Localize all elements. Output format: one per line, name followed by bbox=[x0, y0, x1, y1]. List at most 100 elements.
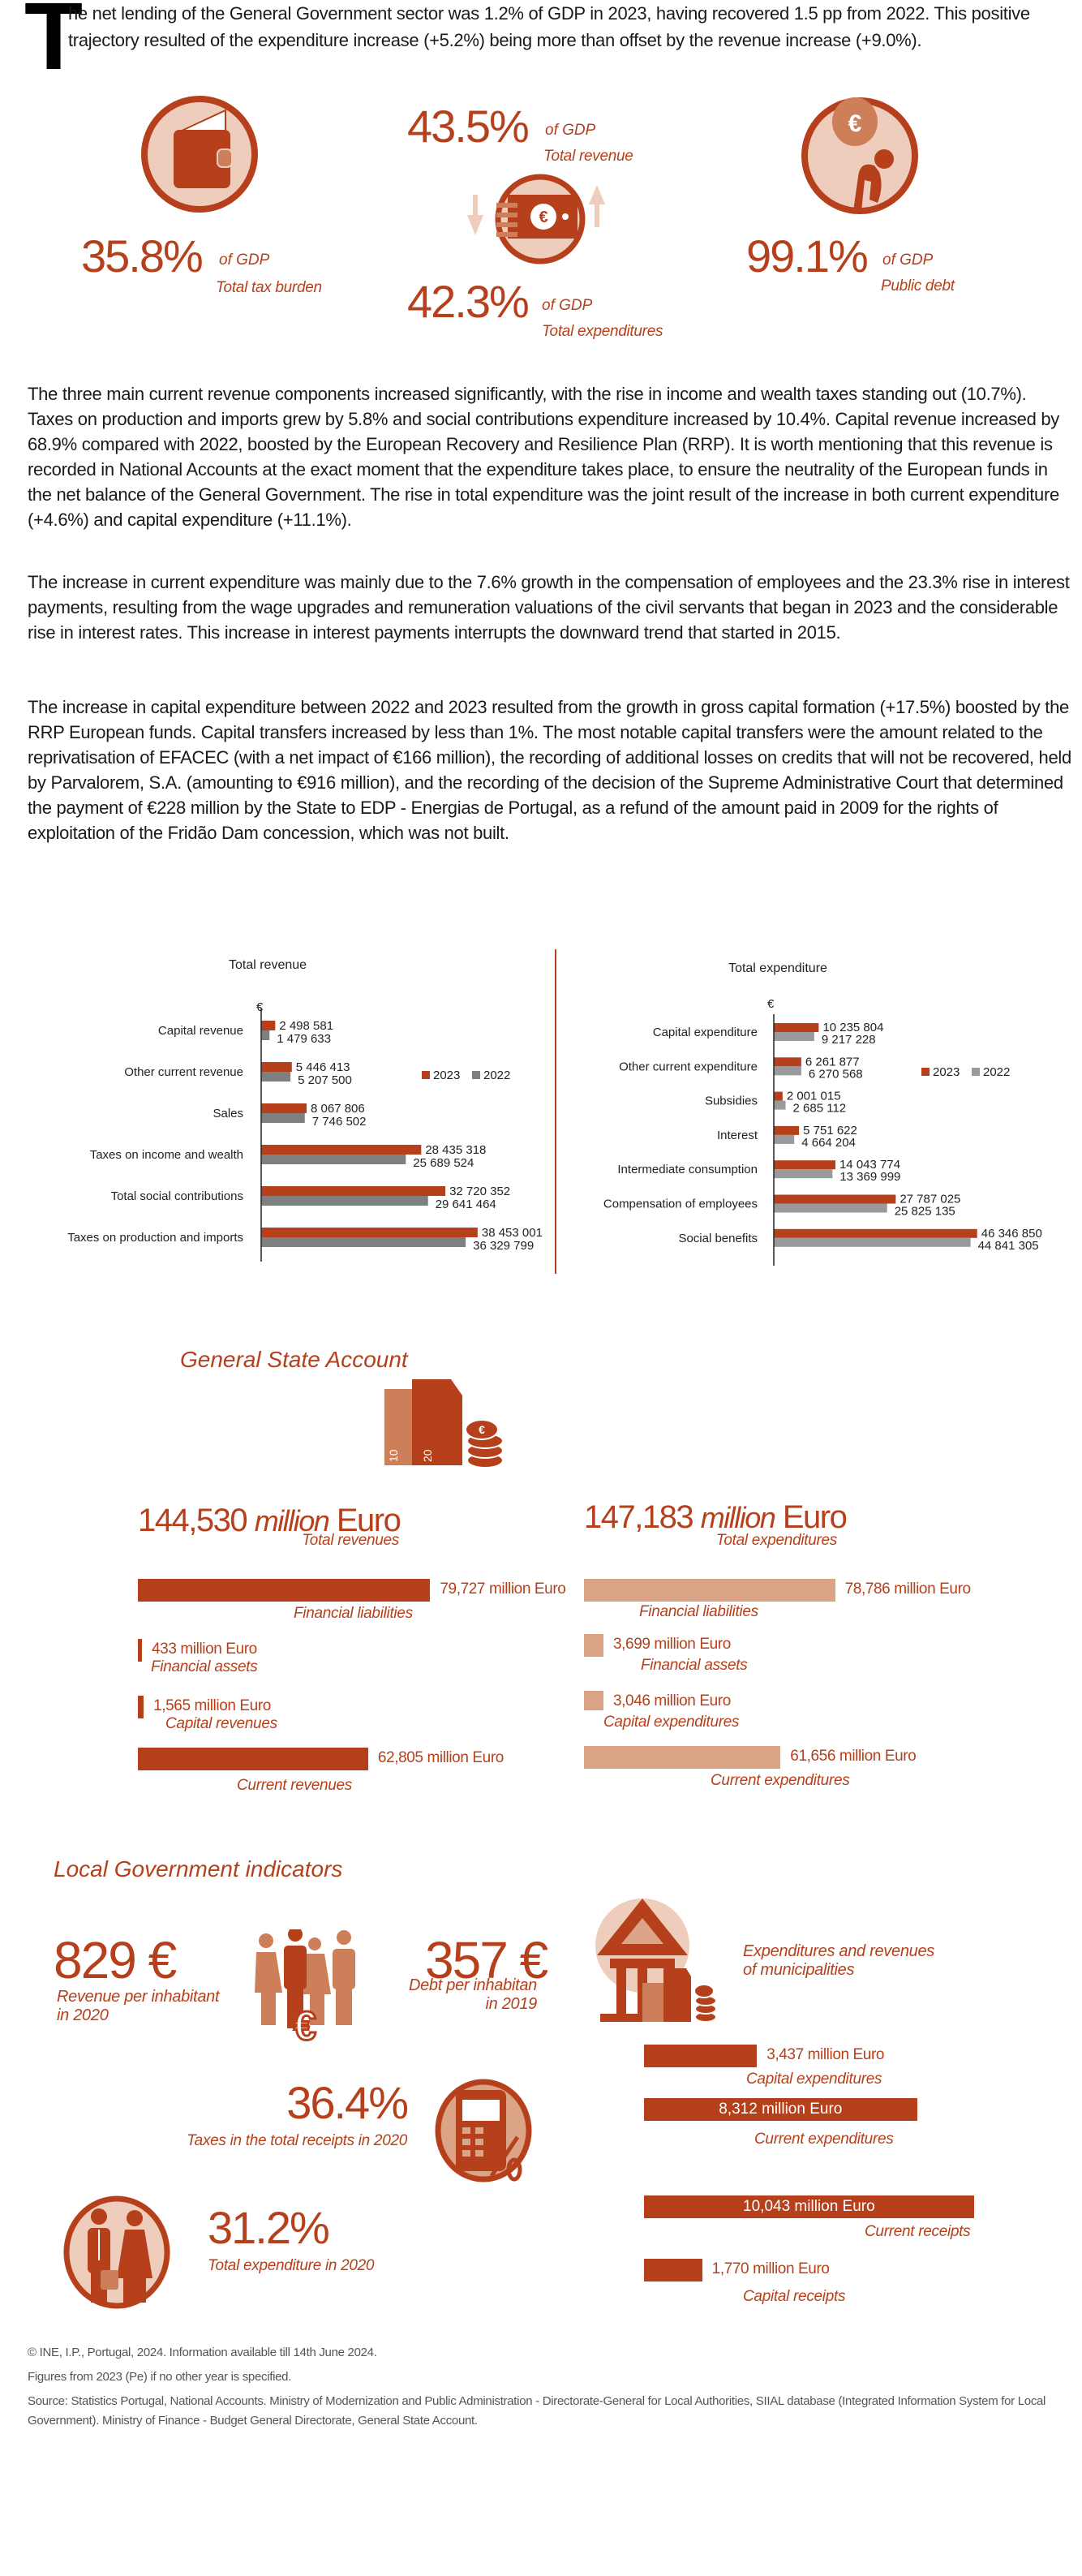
bar-2022 bbox=[774, 1032, 814, 1041]
bar-label: Capital expenditures bbox=[603, 1714, 740, 1731]
municipality-building-icon bbox=[595, 1899, 717, 2023]
total-revenues-value: 144,530 million Euro bbox=[138, 1503, 401, 1539]
bar-label: Financial liabilities bbox=[639, 1603, 758, 1620]
unit-label: € bbox=[256, 1000, 264, 1014]
svg-text:20: 20 bbox=[421, 1449, 434, 1462]
value-label-2023: 2 498 581 bbox=[279, 1019, 333, 1033]
bar-capital-revenues bbox=[138, 1696, 144, 1718]
bar-2023 bbox=[261, 1062, 292, 1072]
bar-capital-expenditures bbox=[644, 2045, 758, 2067]
total-expenditures-label: Total expenditures bbox=[715, 1532, 837, 1549]
bar-value: 433 million Euro bbox=[152, 1641, 257, 1658]
category-label: Other current revenue bbox=[124, 1065, 243, 1079]
bar-label: Capital receipts bbox=[743, 2288, 846, 2305]
bar-current-revenues bbox=[138, 1748, 368, 1770]
value-label-2023: 5 751 622 bbox=[803, 1124, 857, 1137]
category-label: Intermediate consumption bbox=[617, 1163, 758, 1176]
category-label: Capital revenue bbox=[158, 1024, 243, 1038]
legend-label-2022: 2022 bbox=[983, 1065, 1010, 1079]
revenue-unit: of GDP bbox=[545, 122, 596, 139]
total-expenditure-chart: Total expenditure € Capital expenditure 10 … bbox=[603, 961, 1042, 1266]
bar-financial-assets bbox=[138, 1639, 142, 1662]
category-label: Compensation of employees bbox=[603, 1198, 758, 1211]
total-revenues-million: million bbox=[254, 1504, 330, 1537]
expenditure-label: Total expenditures bbox=[542, 323, 663, 340]
bar-capital-receipts bbox=[644, 2259, 702, 2281]
bar-2022 bbox=[774, 1066, 801, 1076]
total-expenditures-million: million bbox=[700, 1501, 776, 1534]
bar-2023 bbox=[261, 1186, 446, 1196]
value-label-2023: 5 446 413 bbox=[296, 1060, 350, 1074]
footer-note: Figures from 2023 (Pe) if no other year … bbox=[28, 2370, 292, 2384]
debt-unit: of GDP bbox=[882, 252, 934, 269]
debt-per-inhabitant-value: 357 € bbox=[425, 1931, 548, 1989]
state-account-title: General State Account bbox=[180, 1347, 408, 1372]
value-label-2022: 36 329 799 bbox=[473, 1239, 534, 1253]
category-label: Social benefits bbox=[678, 1232, 758, 1245]
bar-capital-expenditures bbox=[584, 1691, 603, 1710]
debt-value: 99.1% bbox=[746, 230, 869, 282]
bar-value: 8,312 million Euro bbox=[719, 2101, 843, 2118]
bar-2022 bbox=[261, 1237, 466, 1247]
municipalities-title: Expenditures and revenues of municipalit… bbox=[743, 1942, 934, 1980]
bar-label: Current receipts bbox=[865, 2223, 971, 2240]
category-label: Capital expenditure bbox=[653, 1026, 758, 1039]
category-label: Subsidies bbox=[705, 1094, 758, 1108]
category-label: Interest bbox=[717, 1129, 758, 1142]
total-revenue-chart: Total revenue € Capital revenue 2 498 5811 … bbox=[67, 958, 543, 1262]
footer-copyright: © INE, I.P., Portugal, 2024. Information… bbox=[28, 2346, 377, 2359]
revenue-value: 43.5% bbox=[407, 101, 530, 152]
bar-value: 79,727 million Euro bbox=[440, 1580, 566, 1598]
debt-label: Public debt bbox=[881, 277, 955, 295]
value-label-2023: 38 453 001 bbox=[482, 1226, 543, 1240]
bar-label: Financial assets bbox=[641, 1657, 748, 1674]
bar-2023 bbox=[774, 1228, 977, 1238]
bar-2023 bbox=[774, 1023, 819, 1032]
chart-title: Total expenditure bbox=[728, 961, 827, 975]
svg-text:€: € bbox=[479, 1423, 485, 1436]
value-label-2022: 4 664 204 bbox=[801, 1136, 856, 1150]
bar-2023 bbox=[774, 1091, 783, 1101]
bar-value: 10,043 million Euro bbox=[743, 2198, 875, 2215]
bar-2022 bbox=[774, 1237, 971, 1247]
expenditure-share-label: Total expenditure in 2020 bbox=[208, 2257, 375, 2274]
value-label-2022: 25 689 524 bbox=[413, 1156, 474, 1170]
value-label-2023: 10 235 804 bbox=[822, 1021, 883, 1034]
paragraph-current-expenditure: The increase in current expenditure was … bbox=[28, 572, 1070, 643]
value-label-2023: 32 720 352 bbox=[449, 1185, 510, 1198]
paragraph-revenue: The three main current revenue component… bbox=[28, 384, 1059, 530]
value-label-2022: 2 685 112 bbox=[793, 1102, 847, 1116]
value-label-2022: 44 841 305 bbox=[978, 1239, 1039, 1253]
bar-financial-assets bbox=[584, 1634, 603, 1657]
bar-value: 1,770 million Euro bbox=[711, 2260, 830, 2277]
footer-source: Source: Statistics Portugal, National Ac… bbox=[28, 2394, 1046, 2428]
revenue-per-inhabitant-value: 829 € bbox=[54, 1931, 177, 1989]
value-label-2022: 6 270 568 bbox=[809, 1067, 863, 1081]
svg-text:€: € bbox=[848, 110, 862, 137]
bar-2022 bbox=[261, 1113, 305, 1123]
bar-2022 bbox=[261, 1030, 270, 1040]
money-flow-icon: € bbox=[467, 174, 605, 264]
people-euro-icon: € bbox=[255, 1929, 355, 2043]
bar-2022 bbox=[261, 1196, 428, 1206]
value-label-2023: 46 346 850 bbox=[981, 1227, 1042, 1241]
legend-swatch-2023 bbox=[921, 1068, 930, 1076]
couple-icon bbox=[63, 2195, 170, 2309]
bar-2022 bbox=[774, 1203, 887, 1213]
revenue-per-inhabitant-label-1: Revenue per inhabitant bbox=[57, 1988, 220, 2006]
revenue-per-inhabitant-label: Revenue per inhabitant in 2020 bbox=[57, 1988, 220, 2025]
total-expenditures-value: 147,183 million Euro bbox=[584, 1499, 848, 1536]
value-label-2022: 29 641 464 bbox=[436, 1198, 496, 1211]
kpi-icons: € € bbox=[141, 96, 918, 264]
bar-value: 62,805 million Euro bbox=[377, 1749, 504, 1766]
value-label-2023: 8 067 806 bbox=[311, 1102, 365, 1116]
bar-label: Financial liabilities bbox=[294, 1605, 413, 1622]
bar-value: 61,656 million Euro bbox=[790, 1748, 917, 1765]
local-gov-title: Local Government indicators bbox=[54, 1856, 343, 1881]
budget-books-coins-icon: 10 20 € bbox=[384, 1379, 504, 1469]
bar-value: 3,437 million Euro bbox=[766, 2046, 885, 2063]
bar-label: Current expenditures bbox=[754, 2131, 894, 2148]
svg-text:10: 10 bbox=[387, 1449, 400, 1462]
bar-value: 3,046 million Euro bbox=[613, 1692, 731, 1709]
bar-current-expenditures: 8,312 million Euro bbox=[644, 2098, 917, 2121]
